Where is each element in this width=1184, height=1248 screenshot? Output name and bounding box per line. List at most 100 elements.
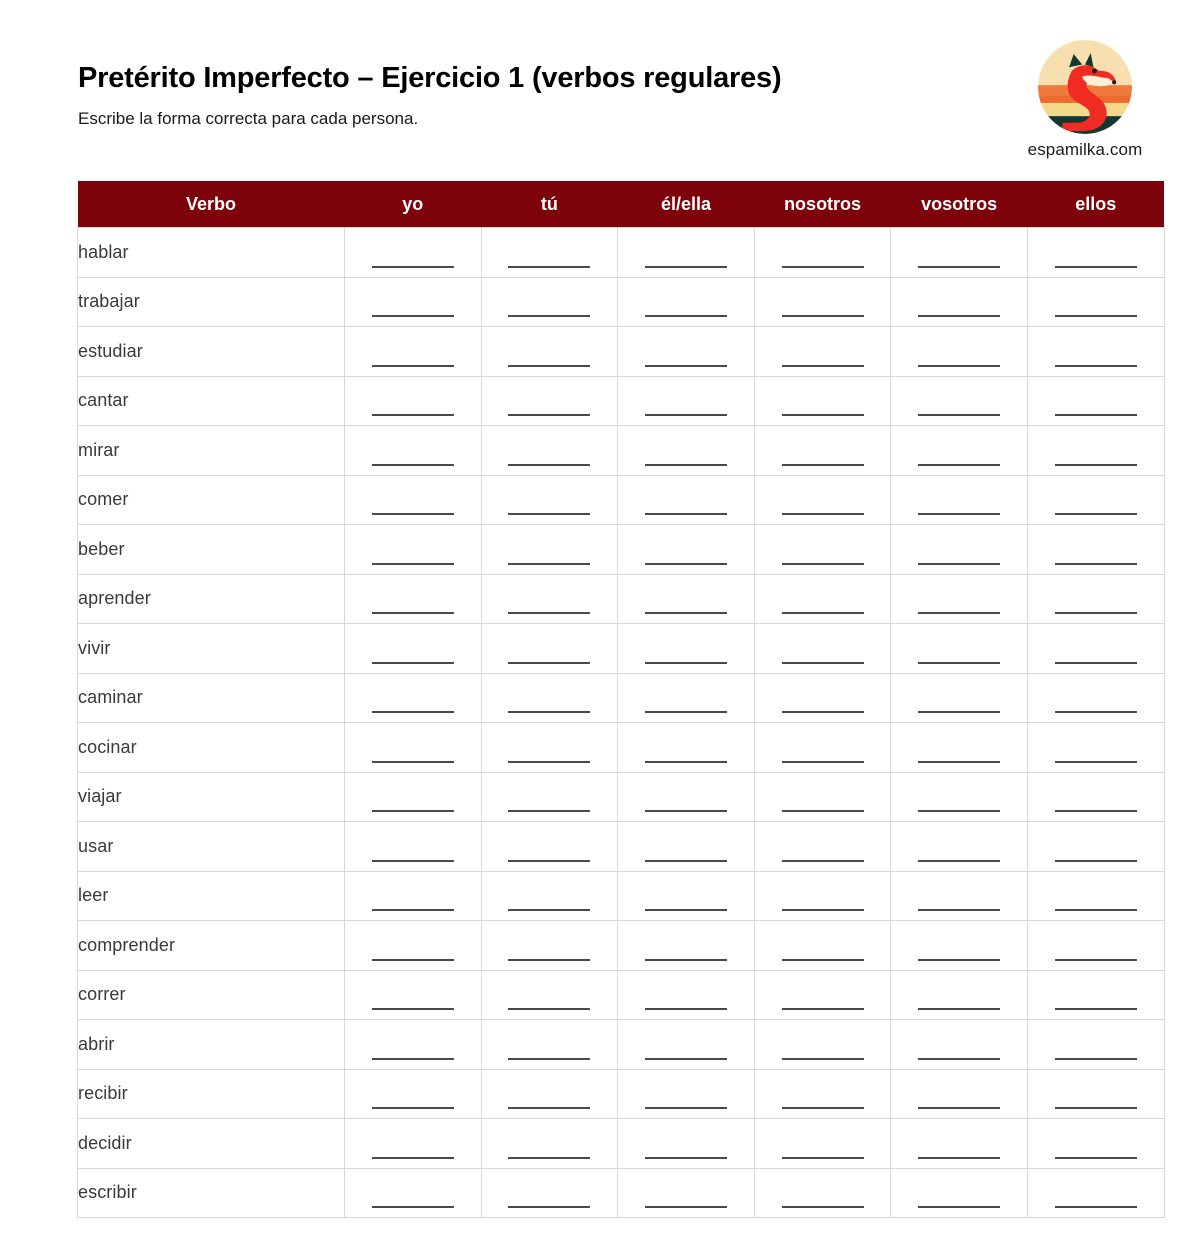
answer-blank-cell[interactable] [753,821,892,872]
answer-blank-cell[interactable] [753,375,892,426]
answer-blank-cell[interactable] [890,969,1028,1020]
answer-blank-cell[interactable] [1026,573,1165,624]
answer-blank-cell[interactable] [344,1019,482,1070]
answer-blank-cell[interactable] [344,227,482,278]
answer-blank-cell[interactable] [1026,524,1165,575]
answer-blank-cell[interactable] [344,623,482,674]
answer-blank-cell[interactable] [480,771,619,822]
answer-blank-cell[interactable] [1026,326,1165,377]
answer-blank-cell[interactable] [480,524,619,575]
answer-blank-cell[interactable] [344,573,482,624]
answer-blank-cell[interactable] [890,1019,1028,1070]
answer-blank-cell[interactable] [480,1167,619,1218]
answer-blank-cell[interactable] [753,870,892,921]
answer-blank-cell[interactable] [344,276,482,327]
answer-blank-cell[interactable] [617,672,755,723]
answer-blank-cell[interactable] [753,573,892,624]
answer-blank-cell[interactable] [480,1068,619,1119]
answer-blank-cell[interactable] [890,375,1028,426]
answer-blank-cell[interactable] [890,672,1028,723]
answer-blank-cell[interactable] [617,722,755,773]
answer-blank-cell[interactable] [480,227,619,278]
answer-blank-cell[interactable] [890,474,1028,525]
answer-blank-cell[interactable] [344,1167,482,1218]
answer-blank-cell[interactable] [890,771,1028,822]
answer-blank-cell[interactable] [480,474,619,525]
answer-blank-cell[interactable] [890,623,1028,674]
answer-blank-cell[interactable] [617,1068,755,1119]
answer-blank-cell[interactable] [1026,227,1165,278]
answer-blank-cell[interactable] [344,375,482,426]
answer-blank-cell[interactable] [480,722,619,773]
answer-blank-cell[interactable] [890,821,1028,872]
answer-blank-cell[interactable] [480,573,619,624]
answer-blank-cell[interactable] [617,1019,755,1070]
answer-blank-cell[interactable] [344,1068,482,1119]
answer-blank-cell[interactable] [753,1019,892,1070]
answer-blank-cell[interactable] [480,672,619,723]
answer-blank-cell[interactable] [480,870,619,921]
answer-blank-cell[interactable] [890,227,1028,278]
answer-blank-cell[interactable] [1026,771,1165,822]
answer-blank-cell[interactable] [480,1019,619,1070]
answer-blank-cell[interactable] [753,672,892,723]
answer-blank-cell[interactable] [344,524,482,575]
answer-blank-cell[interactable] [480,276,619,327]
answer-blank-cell[interactable] [1026,375,1165,426]
answer-blank-cell[interactable] [480,326,619,377]
answer-blank-cell[interactable] [753,771,892,822]
answer-blank-cell[interactable] [1026,969,1165,1020]
answer-blank-cell[interactable] [753,722,892,773]
answer-blank-cell[interactable] [1026,672,1165,723]
answer-blank-cell[interactable] [890,425,1028,476]
answer-blank-cell[interactable] [617,870,755,921]
answer-blank-cell[interactable] [1026,722,1165,773]
answer-blank-cell[interactable] [617,326,755,377]
answer-blank-cell[interactable] [617,1118,755,1169]
answer-blank-cell[interactable] [890,573,1028,624]
answer-blank-cell[interactable] [344,1118,482,1169]
answer-blank-cell[interactable] [344,870,482,921]
answer-blank-cell[interactable] [480,1118,619,1169]
answer-blank-cell[interactable] [617,276,755,327]
answer-blank-cell[interactable] [617,1167,755,1218]
answer-blank-cell[interactable] [753,969,892,1020]
answer-blank-cell[interactable] [480,375,619,426]
answer-blank-cell[interactable] [890,1068,1028,1119]
answer-blank-cell[interactable] [753,1068,892,1119]
answer-blank-cell[interactable] [617,375,755,426]
answer-blank-cell[interactable] [617,227,755,278]
answer-blank-cell[interactable] [480,425,619,476]
answer-blank-cell[interactable] [617,920,755,971]
answer-blank-cell[interactable] [344,425,482,476]
answer-blank-cell[interactable] [617,771,755,822]
answer-blank-cell[interactable] [1026,1019,1165,1070]
answer-blank-cell[interactable] [753,276,892,327]
answer-blank-cell[interactable] [1026,1167,1165,1218]
answer-blank-cell[interactable] [890,276,1028,327]
answer-blank-cell[interactable] [1026,870,1165,921]
answer-blank-cell[interactable] [480,623,619,674]
answer-blank-cell[interactable] [344,722,482,773]
answer-blank-cell[interactable] [1026,276,1165,327]
answer-blank-cell[interactable] [344,326,482,377]
answer-blank-cell[interactable] [1026,1068,1165,1119]
answer-blank-cell[interactable] [890,870,1028,921]
answer-blank-cell[interactable] [890,524,1028,575]
answer-blank-cell[interactable] [1026,920,1165,971]
answer-blank-cell[interactable] [753,227,892,278]
answer-blank-cell[interactable] [617,623,755,674]
answer-blank-cell[interactable] [1026,821,1165,872]
answer-blank-cell[interactable] [617,425,755,476]
answer-blank-cell[interactable] [480,821,619,872]
answer-blank-cell[interactable] [753,524,892,575]
answer-blank-cell[interactable] [753,920,892,971]
answer-blank-cell[interactable] [617,573,755,624]
answer-blank-cell[interactable] [753,425,892,476]
answer-blank-cell[interactable] [1026,425,1165,476]
answer-blank-cell[interactable] [480,920,619,971]
answer-blank-cell[interactable] [344,771,482,822]
answer-blank-cell[interactable] [1026,623,1165,674]
answer-blank-cell[interactable] [753,623,892,674]
answer-blank-cell[interactable] [753,1118,892,1169]
